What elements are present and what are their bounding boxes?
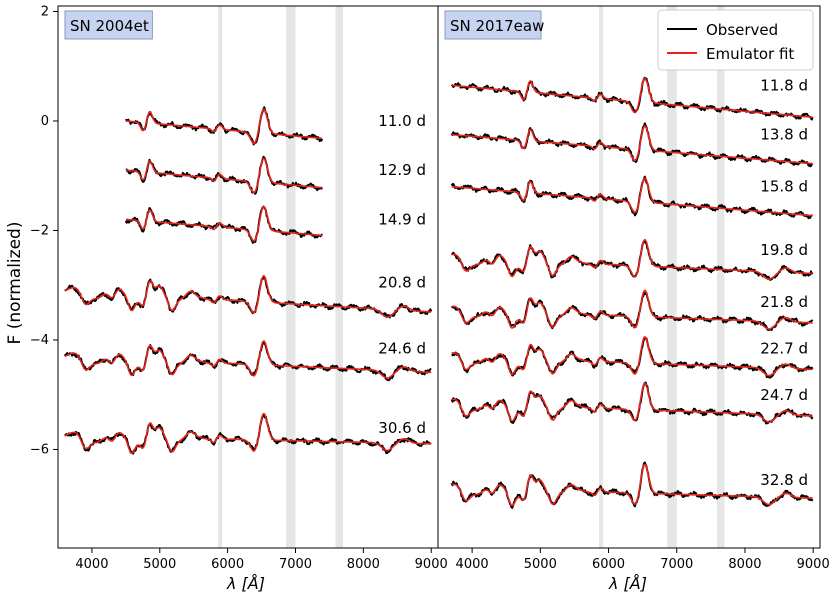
emulator-fit-line [451, 177, 813, 217]
epoch-label: 11.8 d [760, 76, 808, 94]
y-tick-label: 2 [41, 4, 49, 19]
emulator-fit-line [451, 77, 813, 119]
y-tick-label: −2 [30, 223, 49, 238]
observed-spectrum-line [450, 381, 814, 425]
x-tick-label: 5000 [143, 557, 176, 572]
emulator-fit-line [125, 108, 323, 145]
telluric-band [335, 6, 343, 548]
epoch-label: 24.7 d [760, 386, 808, 404]
x-tick-label: 8000 [347, 557, 380, 572]
epoch-label: 12.9 d [378, 161, 426, 179]
telluric-band [667, 6, 677, 548]
observed-spectrum-line [64, 414, 432, 455]
epoch-label: 19.8 d [760, 241, 808, 259]
epoch-label: 14.9 d [378, 211, 426, 229]
legend-observed-label: Observed [706, 21, 778, 39]
x-tick-label: 8000 [728, 557, 761, 572]
epoch-label: 15.8 d [760, 178, 808, 196]
legend-fit-label: Emulator fit [706, 45, 794, 63]
telluric-band [598, 6, 604, 548]
panel-title: SN 2004et [70, 17, 149, 35]
epoch-label: 24.6 d [378, 339, 426, 357]
emulator-fit-line [451, 125, 813, 165]
x-tick-label: 4000 [456, 557, 489, 572]
telluric-band [218, 6, 223, 548]
epoch-label: 30.6 d [378, 419, 426, 437]
epoch-label: 32.8 d [760, 471, 808, 489]
emulator-fit-line [64, 412, 432, 455]
telluric-band [286, 6, 296, 548]
epoch-label: 20.8 d [378, 274, 426, 292]
emulator-fit-line [451, 289, 813, 330]
x-tick-label: 9000 [415, 557, 448, 572]
legend: Observed Emulator fit [657, 9, 814, 71]
observed-spectrum-line [64, 276, 433, 319]
epoch-label: 21.8 d [760, 293, 808, 311]
spectra-layer [63, 76, 814, 509]
x-axis-label-left: λ [Å] [226, 574, 265, 593]
text-layer: 11.0 d 12.9 d 14.9 d 20.8 d 24.6 d 30.6 d 4000… [30, 4, 830, 572]
emulator-fit-line [125, 157, 323, 194]
x-tick-label: 6000 [211, 557, 244, 572]
y-tick-label: −6 [30, 442, 49, 457]
telluric-bands-layer [218, 6, 725, 548]
panel-title-box: SN 2017eaw [444, 10, 544, 40]
y-tick-label: −4 [30, 333, 49, 348]
observed-spectrum-line [63, 341, 432, 382]
x-tick-label: 4000 [75, 557, 108, 572]
x-tick-label: 7000 [660, 557, 693, 572]
panel-title-background [64, 10, 153, 40]
panel-title: SN 2017eaw [450, 17, 544, 35]
emulator-fit-line [451, 382, 813, 423]
x-tick-label: 7000 [279, 557, 312, 572]
x-tick-label: 6000 [592, 557, 625, 572]
emulator-fit-line [451, 463, 813, 507]
y-tick-label: 0 [41, 114, 49, 129]
emulator-fit-line [64, 340, 432, 379]
telluric-band [716, 6, 725, 548]
axes-layer [53, 5, 821, 553]
x-axis-label-right: λ [Å] [608, 574, 647, 593]
x-tick-label: 9000 [797, 557, 830, 572]
panel-title-background [444, 10, 542, 40]
emulator-fit-line [64, 274, 432, 318]
emulator-fit-line [451, 335, 813, 377]
plot-frame [437, 5, 821, 549]
epoch-label: 13.8 d [760, 126, 808, 144]
x-tick-label: 5000 [524, 557, 557, 572]
emulator-fit-line [451, 238, 813, 281]
y-axis-label: F (normalized) [5, 222, 25, 345]
epoch-label: 11.0 d [378, 112, 426, 130]
emulator-fit-line [125, 205, 323, 242]
panel-title-box: SN 2004et [64, 10, 153, 40]
epoch-label: 22.7 d [760, 339, 808, 357]
legend-box [657, 9, 814, 71]
